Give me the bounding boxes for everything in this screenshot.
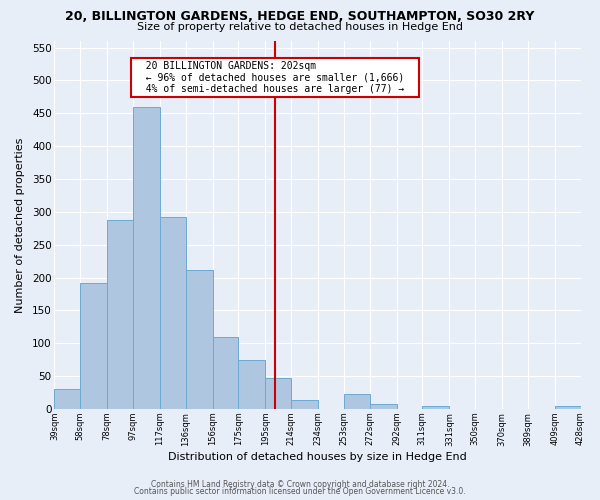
Text: Size of property relative to detached houses in Hedge End: Size of property relative to detached ho… <box>137 22 463 32</box>
Text: Contains public sector information licensed under the Open Government Licence v3: Contains public sector information licen… <box>134 488 466 496</box>
Bar <box>160 217 185 409</box>
Bar <box>212 336 238 409</box>
Bar <box>370 404 397 409</box>
Bar <box>185 270 212 409</box>
Bar <box>265 378 291 409</box>
Bar <box>80 283 107 409</box>
Bar <box>555 406 581 409</box>
Text: Contains HM Land Registry data © Crown copyright and database right 2024.: Contains HM Land Registry data © Crown c… <box>151 480 449 489</box>
Bar <box>55 389 80 409</box>
Text: 20 BILLINGTON GARDENS: 202sqm
  ← 96% of detached houses are smaller (1,666)
  4: 20 BILLINGTON GARDENS: 202sqm ← 96% of d… <box>134 60 416 94</box>
Bar <box>133 106 160 409</box>
Bar <box>422 406 449 409</box>
X-axis label: Distribution of detached houses by size in Hedge End: Distribution of detached houses by size … <box>168 452 467 462</box>
Bar <box>107 220 133 409</box>
Y-axis label: Number of detached properties: Number of detached properties <box>15 138 25 312</box>
Bar <box>291 400 318 409</box>
Bar <box>238 360 265 409</box>
Bar <box>344 394 370 409</box>
Text: 20, BILLINGTON GARDENS, HEDGE END, SOUTHAMPTON, SO30 2RY: 20, BILLINGTON GARDENS, HEDGE END, SOUTH… <box>65 10 535 23</box>
